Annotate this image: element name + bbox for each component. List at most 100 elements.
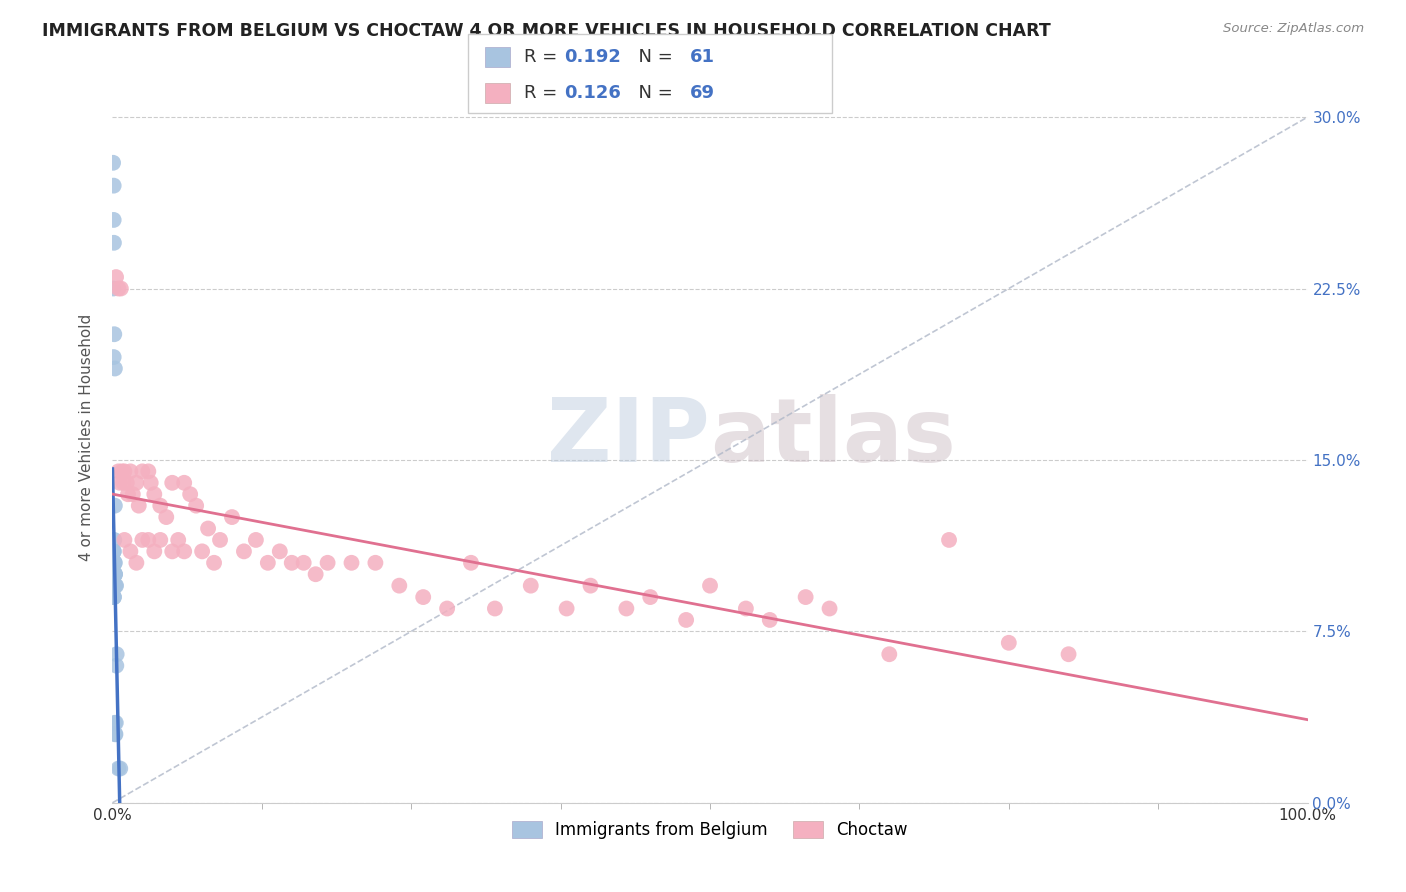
- Point: [105, 579, 128, 593]
- Point: [103, 533, 125, 547]
- Point: [340, 556, 363, 570]
- Point: [103, 281, 125, 295]
- Point: [202, 556, 225, 570]
- Text: R =: R =: [524, 84, 564, 102]
- Point: [616, 601, 638, 615]
- Point: [818, 601, 841, 615]
- Point: [103, 544, 125, 558]
- Point: [103, 327, 125, 342]
- Point: [107, 464, 129, 478]
- Point: [412, 590, 434, 604]
- Point: [179, 487, 201, 501]
- Point: [103, 567, 125, 582]
- Point: [103, 567, 125, 582]
- Point: [110, 762, 132, 776]
- Point: [436, 601, 458, 615]
- Point: [103, 590, 125, 604]
- Point: [104, 499, 127, 513]
- Point: [103, 579, 125, 593]
- Text: Source: ZipAtlas.com: Source: ZipAtlas.com: [1223, 22, 1364, 36]
- Point: [138, 464, 160, 478]
- Point: [221, 510, 243, 524]
- Point: [103, 567, 125, 582]
- Point: [735, 601, 758, 615]
- Point: [103, 567, 125, 582]
- Point: [103, 350, 125, 364]
- Text: IMMIGRANTS FROM BELGIUM VS CHOCTAW 4 OR MORE VEHICLES IN HOUSEHOLD CORRELATION C: IMMIGRANTS FROM BELGIUM VS CHOCTAW 4 OR …: [42, 22, 1050, 40]
- Point: [103, 544, 125, 558]
- Point: [104, 579, 127, 593]
- Point: [173, 475, 195, 490]
- Text: 0.126: 0.126: [564, 84, 620, 102]
- Point: [640, 590, 662, 604]
- Point: [125, 475, 148, 490]
- Point: [103, 556, 125, 570]
- Point: [103, 579, 125, 593]
- Text: 0.192: 0.192: [564, 48, 620, 66]
- Point: [103, 579, 125, 593]
- Point: [197, 521, 219, 535]
- Point: [104, 567, 127, 582]
- Point: [162, 475, 183, 490]
- Point: [484, 601, 506, 615]
- Point: [108, 475, 131, 490]
- Point: [305, 567, 328, 582]
- Point: [998, 636, 1021, 650]
- Point: [105, 658, 128, 673]
- Point: [292, 556, 315, 570]
- Text: 69: 69: [690, 84, 716, 102]
- Point: [103, 556, 125, 570]
- Point: [125, 556, 148, 570]
- Point: [103, 579, 125, 593]
- Point: [103, 556, 125, 570]
- Point: [794, 590, 817, 604]
- Point: [149, 499, 172, 513]
- Point: [460, 556, 482, 570]
- Point: [257, 556, 280, 570]
- Point: [131, 533, 153, 547]
- Text: 61: 61: [690, 48, 716, 66]
- Point: [938, 533, 960, 547]
- Point: [103, 579, 125, 593]
- Point: [104, 715, 127, 730]
- Point: [139, 475, 162, 490]
- Text: N =: N =: [627, 84, 679, 102]
- Point: [111, 464, 134, 478]
- Point: [281, 556, 304, 570]
- Point: [103, 567, 125, 582]
- Point: [114, 533, 135, 547]
- Point: [103, 579, 125, 593]
- Point: [149, 533, 172, 547]
- Point: [103, 213, 125, 227]
- Point: [110, 281, 132, 295]
- Point: [233, 544, 256, 558]
- Point: [103, 579, 125, 593]
- Point: [162, 544, 183, 558]
- Point: [101, 579, 124, 593]
- Text: N =: N =: [627, 48, 679, 66]
- Point: [104, 579, 127, 593]
- Point: [699, 579, 721, 593]
- Point: [103, 556, 125, 570]
- Point: [103, 567, 125, 582]
- Point: [103, 590, 125, 604]
- Point: [388, 579, 411, 593]
- Point: [103, 590, 125, 604]
- Point: [114, 464, 135, 478]
- Point: [879, 647, 901, 661]
- Point: [103, 579, 125, 593]
- Point: [167, 533, 190, 547]
- Point: [209, 533, 232, 547]
- Point: [103, 556, 125, 570]
- Point: [675, 613, 697, 627]
- Point: [112, 475, 135, 490]
- Point: [101, 590, 124, 604]
- Point: [107, 281, 129, 295]
- Point: [103, 178, 125, 193]
- Legend: Immigrants from Belgium, Choctaw: Immigrants from Belgium, Choctaw: [506, 814, 914, 846]
- Point: [104, 727, 127, 741]
- Point: [103, 567, 125, 582]
- Point: [269, 544, 291, 558]
- Y-axis label: 4 or more Vehicles in Household: 4 or more Vehicles in Household: [79, 313, 94, 561]
- Point: [759, 613, 782, 627]
